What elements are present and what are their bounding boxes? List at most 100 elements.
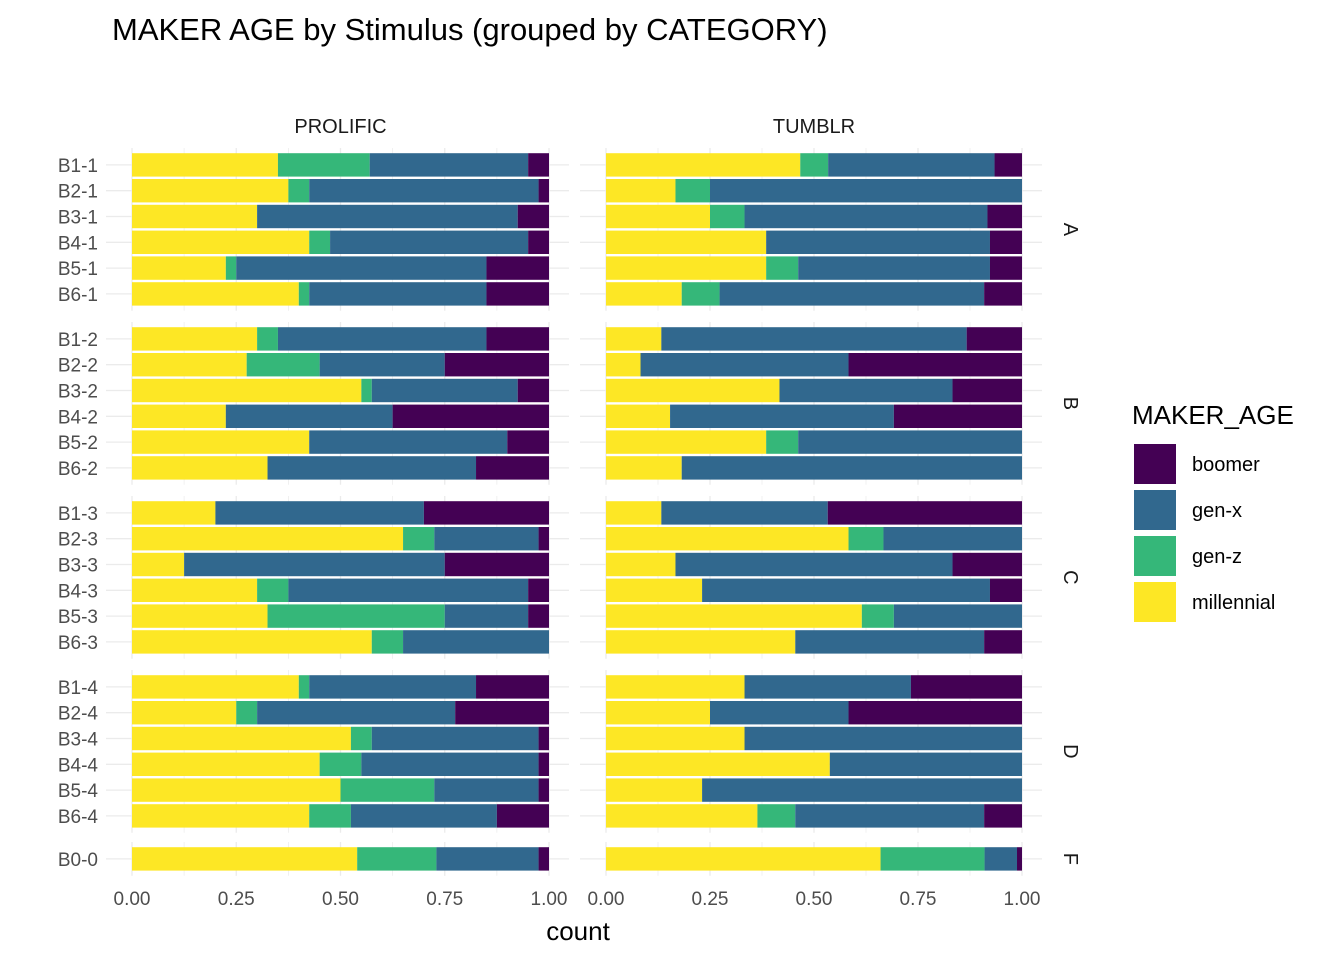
bar-segment-gen-x: [371, 726, 539, 751]
bar-segment-boomer: [392, 404, 549, 428]
bar-segment-gen-x: [309, 179, 539, 203]
bar-segment-millennial: [132, 179, 289, 203]
bar-segment-gen-x: [434, 778, 539, 802]
facet-panel: B1-2 B2-2 B3-2 B4-2 B5-2 B6-2: [58, 322, 569, 485]
bar-segment-millennial: [132, 630, 372, 654]
bar-segment-millennial: [606, 230, 767, 254]
bar-segment-gen-x: [257, 701, 456, 725]
bar-segment-gen-z: [861, 604, 894, 628]
bar-segment-gen-x: [184, 552, 445, 577]
bar-segment-millennial: [132, 701, 237, 725]
bar-segment-millennial: [606, 404, 671, 428]
bar-segment-boomer: [486, 327, 549, 351]
bar-segment-boomer: [910, 675, 1022, 699]
bar-segment-gen-x: [361, 752, 539, 776]
bar-segment-gen-x: [330, 230, 529, 254]
bar-segment-boomer: [486, 282, 549, 306]
y-tick-label: B2-4: [58, 704, 99, 725]
bar-segment-millennial: [606, 726, 745, 751]
x-tick-label: 0.25: [692, 889, 729, 910]
legend-label: gen-x: [1192, 500, 1242, 522]
bar-segment-gen-z: [340, 778, 435, 802]
bar-segment-gen-z: [361, 378, 372, 403]
bar-segment-gen-z: [848, 527, 884, 551]
bar-segment-millennial: [132, 204, 258, 229]
bar-segment-gen-x: [444, 604, 529, 628]
bar-segment-boomer: [538, 179, 549, 203]
bar-segment-millennial: [606, 179, 676, 203]
bar-segment-boomer: [987, 204, 1022, 229]
x-axis-title: count: [546, 916, 610, 946]
bar-segment-millennial: [606, 430, 767, 454]
x-tick-label: 0.75: [900, 889, 937, 910]
chart-title: MAKER AGE by Stimulus (grouped by CATEGO…: [112, 12, 828, 47]
bar-segment-gen-x: [236, 256, 487, 280]
bar-segment-gen-x: [403, 630, 549, 654]
bar-segment-boomer: [528, 230, 549, 254]
bar-segment-boomer: [984, 630, 1022, 654]
bar-segment-boomer: [989, 230, 1022, 254]
y-tick-label: B1-3: [58, 504, 98, 525]
bar-segment-boomer: [984, 282, 1022, 306]
bar-segment-boomer: [486, 256, 549, 280]
y-tick-label: B4-4: [58, 755, 99, 776]
bar-segment-millennial: [132, 230, 310, 254]
bar-segment-millennial: [606, 327, 662, 351]
y-tick-label: B6-4: [58, 807, 99, 828]
bar-segment-millennial: [606, 204, 710, 229]
bar-segment-millennial: [132, 256, 226, 280]
bar-segment-millennial: [132, 353, 247, 377]
bar-segment-gen-z: [800, 153, 829, 177]
y-tick-label: B2-1: [58, 182, 98, 203]
bar-segment-gen-x: [369, 153, 529, 177]
bar-segment-gen-x: [670, 404, 894, 428]
bar-segment-millennial: [606, 552, 676, 577]
bar-segment-gen-x: [744, 204, 988, 229]
bar-segment-boomer: [538, 847, 549, 871]
bar-segment-gen-x: [225, 404, 393, 428]
bar-segment-gen-x: [661, 501, 828, 525]
x-tick-label: 1.00: [1004, 889, 1041, 910]
bar-segment-millennial: [132, 456, 268, 480]
bar-segment-boomer: [528, 153, 549, 177]
bar-segment-gen-z: [309, 230, 331, 254]
bar-segment-gen-x: [719, 282, 985, 306]
bar-segment-millennial: [606, 456, 682, 480]
facet-row-label: A: [1059, 223, 1081, 237]
bar-segment-millennial: [132, 847, 358, 871]
bar-segment-millennial: [606, 701, 710, 725]
bar-segment-gen-z: [257, 578, 289, 602]
y-tick-label: B4-1: [58, 233, 98, 254]
bar-segment-millennial: [132, 153, 278, 177]
bar-segment-gen-z: [298, 675, 310, 699]
bar-segment-gen-x: [795, 630, 985, 654]
x-axes: 0.00 0.25 0.50 0.75 1.00 0.00 0.25 0.50 0.75 1.00: [114, 889, 1041, 910]
bar-segment-millennial: [132, 726, 351, 751]
bar-segment-boomer: [496, 804, 549, 828]
bar-segment-millennial: [606, 752, 830, 776]
bar-segment-gen-z: [681, 282, 720, 306]
x-tick-label: 1.00: [531, 889, 568, 910]
y-tick-label: B1-4: [58, 678, 99, 699]
bar-segment-gen-z: [766, 430, 799, 454]
bar-segment-gen-x: [350, 804, 497, 828]
bar-segment-boomer: [517, 204, 549, 229]
bar-segment-boomer: [423, 501, 549, 525]
bar-segment-millennial: [606, 630, 796, 654]
bar-segment-gen-x: [277, 327, 487, 351]
bar-segment-gen-x: [640, 353, 849, 377]
y-tick-label: B5-4: [58, 781, 99, 802]
y-tick-label: B6-1: [58, 285, 98, 306]
bar-segment-millennial: [132, 430, 310, 454]
facet-row-label: F: [1059, 853, 1081, 865]
x-tick-label: 0.25: [218, 889, 255, 910]
facet-panel: B0-0: [58, 842, 569, 876]
bar-segment-gen-x: [744, 726, 1022, 751]
facet-panel: [580, 322, 1042, 485]
legend-swatch-boomer: [1134, 444, 1176, 484]
legend-label: millennial: [1192, 592, 1275, 614]
bar-segment-gen-x: [661, 327, 967, 351]
bar-segment-millennial: [606, 778, 703, 802]
bar-segment-gen-x: [795, 804, 985, 828]
facet-panel: [580, 148, 1042, 311]
